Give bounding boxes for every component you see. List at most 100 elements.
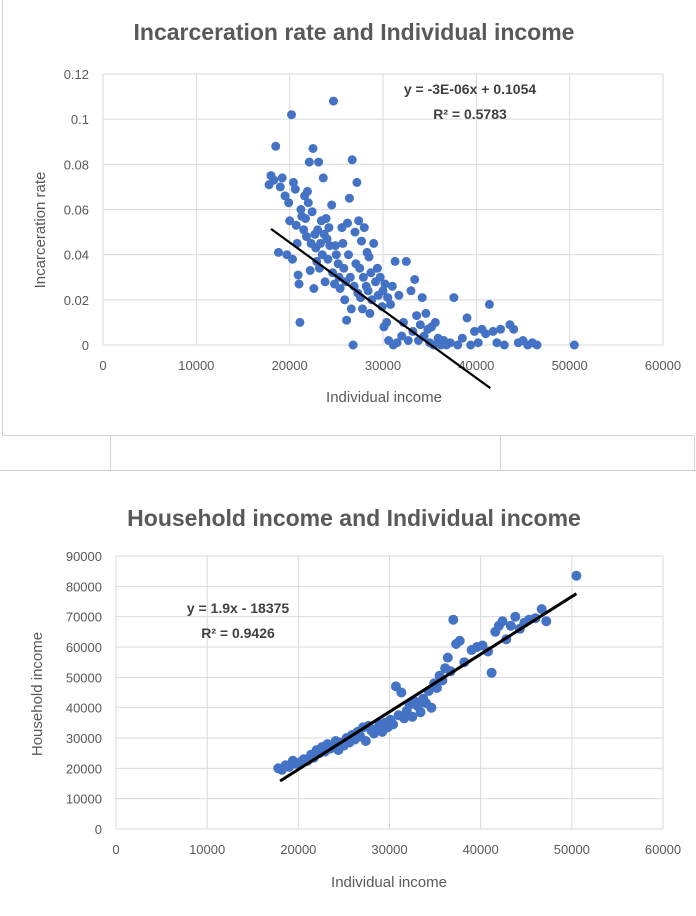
chart-household: Household income and Individual income 0… bbox=[29, 505, 681, 891]
data-point bbox=[271, 141, 281, 151]
data-point bbox=[466, 340, 476, 350]
x-tick-label: 20000 bbox=[280, 842, 316, 857]
data-point bbox=[417, 293, 427, 303]
y-tick-label: 70000 bbox=[66, 610, 102, 625]
data-point bbox=[367, 295, 377, 305]
data-point bbox=[284, 198, 294, 208]
x-tick-label: 30000 bbox=[365, 358, 401, 373]
data-point bbox=[288, 254, 297, 264]
x-tick-label: 10000 bbox=[178, 358, 214, 373]
data-point bbox=[430, 317, 440, 327]
x-tick-label: 10000 bbox=[189, 842, 225, 857]
data-point bbox=[415, 707, 426, 718]
data-point bbox=[269, 175, 279, 185]
sheet-gridline bbox=[500, 436, 501, 470]
data-point bbox=[324, 223, 334, 233]
data-point bbox=[275, 182, 285, 192]
y-tick-label: 0.02 bbox=[64, 293, 89, 308]
data-point bbox=[358, 304, 367, 314]
data-point bbox=[363, 286, 373, 296]
data-point bbox=[497, 616, 508, 627]
data-point bbox=[532, 340, 542, 350]
data-point bbox=[320, 277, 330, 287]
x-axis-label: Individual income bbox=[331, 874, 447, 891]
data-point bbox=[342, 315, 352, 325]
data-point bbox=[309, 284, 319, 293]
data-point bbox=[378, 286, 388, 296]
data-point bbox=[394, 290, 404, 300]
y-tick-label: 0.04 bbox=[64, 248, 89, 263]
x-tick-labels: 0 10000 20000 30000 40000 50000 60000 bbox=[112, 842, 681, 857]
data-point bbox=[288, 177, 298, 187]
data-point bbox=[291, 220, 301, 230]
y-tick-label: 0.08 bbox=[64, 157, 89, 172]
data-point bbox=[357, 236, 366, 246]
data-point bbox=[365, 308, 375, 318]
x-tick-label: 40000 bbox=[463, 842, 499, 857]
y-tick-labels: 0 0.02 0.04 0.06 0.08 0.1 0.12 bbox=[64, 67, 89, 353]
data-point bbox=[307, 207, 317, 217]
data-point bbox=[344, 193, 354, 203]
data-point bbox=[492, 338, 502, 348]
data-point bbox=[347, 155, 357, 165]
data-point bbox=[294, 279, 304, 289]
y-tick-label: 0.1 bbox=[71, 112, 89, 127]
data-point bbox=[403, 336, 413, 345]
data-point bbox=[348, 340, 358, 350]
data-point bbox=[569, 340, 579, 350]
data-point bbox=[340, 295, 350, 305]
data-point bbox=[462, 313, 472, 323]
data-point bbox=[327, 200, 337, 210]
data-point bbox=[302, 186, 312, 196]
sheet-gridline bbox=[2, 435, 694, 436]
data-point bbox=[293, 270, 303, 280]
sheet-gridline bbox=[110, 436, 111, 470]
y-axis-label: Incarceration rate bbox=[32, 172, 49, 289]
data-point bbox=[390, 256, 400, 266]
data-point bbox=[406, 286, 416, 296]
x-tick-label: 30000 bbox=[371, 842, 407, 857]
data-point bbox=[380, 279, 390, 289]
data-point bbox=[358, 272, 368, 282]
data-point bbox=[457, 333, 467, 343]
x-tick-label: 60000 bbox=[645, 842, 681, 857]
x-tick-labels: 0 10000 20000 30000 40000 50000 60000 bbox=[99, 358, 681, 373]
data-point bbox=[295, 317, 305, 327]
x-axis-label: Individual income bbox=[326, 389, 442, 406]
data-point bbox=[449, 293, 459, 303]
data-point bbox=[486, 667, 497, 678]
chart-title: Household income and Individual income bbox=[127, 505, 581, 531]
data-point bbox=[301, 214, 310, 223]
data-point bbox=[415, 320, 425, 330]
data-point bbox=[388, 719, 399, 730]
y-tick-label: 60000 bbox=[66, 640, 102, 655]
data-point bbox=[426, 702, 437, 713]
data-point bbox=[366, 268, 376, 278]
y-tick-label: 10000 bbox=[66, 792, 102, 807]
data-point bbox=[360, 736, 371, 746]
data-point bbox=[396, 687, 407, 698]
y-tick-label: 0 bbox=[95, 822, 102, 837]
data-point bbox=[470, 326, 479, 336]
x-tick-label: 50000 bbox=[552, 358, 588, 373]
y-tick-label: 30000 bbox=[66, 731, 102, 746]
data-point bbox=[344, 250, 353, 260]
data-point bbox=[308, 144, 318, 153]
data-point bbox=[383, 293, 393, 303]
data-point bbox=[382, 317, 392, 327]
data-point bbox=[330, 241, 340, 251]
data-point bbox=[321, 214, 331, 223]
data-point bbox=[372, 263, 382, 273]
data-point bbox=[541, 616, 552, 627]
data-point bbox=[354, 216, 364, 226]
data-point bbox=[338, 238, 348, 248]
gridlines bbox=[102, 73, 664, 346]
data-point bbox=[280, 191, 290, 201]
data-point bbox=[571, 570, 582, 581]
data-point bbox=[331, 250, 341, 260]
data-point bbox=[399, 713, 410, 724]
x-tick-label: 60000 bbox=[645, 358, 681, 373]
x-tick-label: 20000 bbox=[272, 358, 308, 373]
data-point bbox=[287, 110, 296, 120]
